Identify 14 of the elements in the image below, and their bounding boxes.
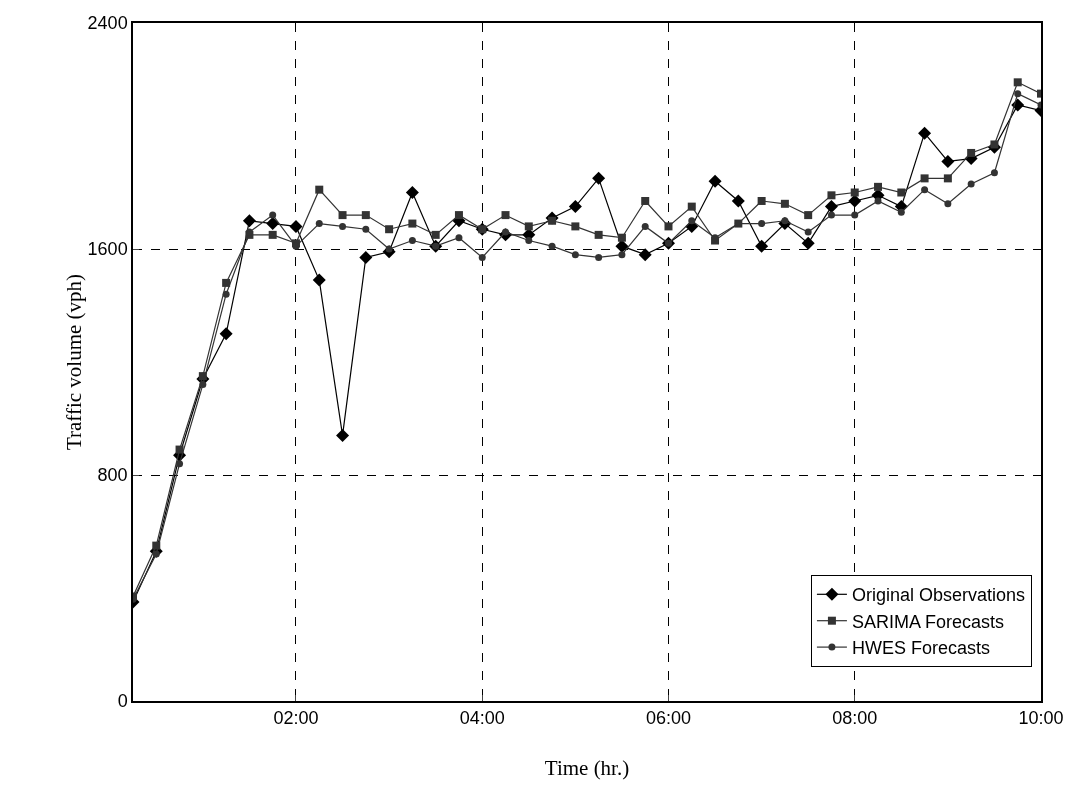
y-tick-label: 0: [117, 691, 128, 712]
legend-label: Original Observations: [851, 585, 1025, 606]
x-axis-title: Time (hr.): [544, 755, 630, 780]
y-tick-label: 1600: [87, 239, 128, 260]
y-tick-label: 800: [97, 465, 128, 486]
x-tick-label: 02:00: [273, 708, 319, 729]
x-tick-label: 10:00: [1018, 708, 1064, 729]
legend-label: HWES Forecasts: [851, 638, 990, 659]
y-tick-label: 2400: [87, 13, 128, 34]
legend-label: SARIMA Forecasts: [851, 611, 1004, 632]
x-tick-label: 04:00: [459, 708, 505, 729]
x-tick-label: 06:00: [645, 708, 692, 729]
x-tick-label: 08:00: [832, 708, 878, 729]
y-axis-title: Traffic volume (vph): [61, 273, 86, 451]
